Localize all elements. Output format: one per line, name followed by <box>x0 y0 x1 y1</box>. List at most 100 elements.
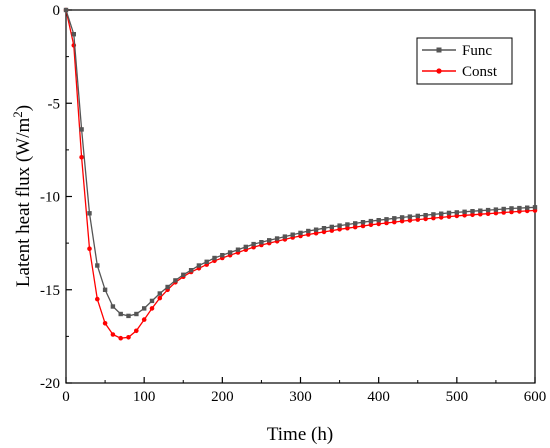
data-point-func <box>337 223 342 228</box>
data-point-func <box>384 217 389 222</box>
data-point-const <box>157 295 163 301</box>
data-point-const <box>462 213 467 218</box>
data-point-func <box>235 247 241 252</box>
data-point-func <box>493 207 499 212</box>
data-point-func <box>102 287 108 292</box>
y-axis-title-main: Latent heat flux (W/m <box>13 118 34 288</box>
data-point-func <box>204 259 209 264</box>
data-point-const <box>149 306 155 311</box>
data-point-func <box>251 241 256 247</box>
data-point-const <box>329 228 335 233</box>
x-tick-label: 500 <box>446 389 469 405</box>
data-point-func <box>509 206 514 211</box>
data-point-const <box>478 211 483 217</box>
legend-box <box>416 37 513 85</box>
data-point-func <box>353 221 358 226</box>
data-point-func <box>227 250 233 255</box>
x-tick-label: 400 <box>367 389 390 405</box>
data-point-func <box>149 298 155 304</box>
data-point-const <box>321 229 327 235</box>
data-point-func <box>157 291 162 296</box>
data-point-func <box>134 311 139 317</box>
data-point-const <box>102 321 108 326</box>
data-point-const <box>345 225 350 231</box>
data-point-func <box>478 208 483 213</box>
data-point-func <box>290 232 295 237</box>
data-point-func <box>267 238 272 243</box>
data-point-func <box>63 7 69 13</box>
data-point-const <box>306 232 311 237</box>
legend-marker-const <box>436 68 442 74</box>
data-point-const <box>438 215 444 220</box>
data-point-func <box>79 127 84 132</box>
data-point-const <box>110 332 116 337</box>
data-point-func <box>439 211 444 216</box>
data-point-const <box>501 210 507 215</box>
data-point-const <box>415 217 421 222</box>
data-point-func <box>110 304 116 309</box>
data-point-const <box>313 230 319 236</box>
data-point-func <box>415 213 420 219</box>
data-point-func <box>274 236 280 241</box>
data-point-const <box>407 218 413 223</box>
legend-marker-func <box>436 47 442 53</box>
series-layer <box>63 7 538 341</box>
data-point-const <box>446 214 452 219</box>
data-point-const <box>352 224 358 230</box>
x-axis-title: Time (h) <box>267 424 333 445</box>
data-point-func <box>329 224 334 230</box>
data-point-func <box>188 268 194 273</box>
data-point-const <box>118 335 123 341</box>
data-point-func <box>431 212 436 217</box>
y-tick-label: -10 <box>40 190 60 206</box>
data-point-const <box>368 222 374 228</box>
x-tick-label: 0 <box>62 389 70 405</box>
y-tick-label: -5 <box>48 96 61 112</box>
data-point-const <box>485 211 491 216</box>
legend: Func Const <box>416 37 513 85</box>
data-point-const <box>454 213 460 219</box>
data-point-const <box>431 215 436 221</box>
data-point-func <box>313 227 319 232</box>
data-point-func <box>368 218 374 224</box>
data-point-const <box>399 218 405 224</box>
data-point-const <box>392 219 397 225</box>
data-point-const <box>95 296 100 302</box>
data-point-func <box>407 214 413 219</box>
data-point-const <box>423 216 428 222</box>
data-point-func <box>517 205 522 211</box>
data-point-const <box>384 220 389 226</box>
y-tick-label: 0 <box>53 3 61 19</box>
data-point-const <box>141 317 147 322</box>
legend-label-const: Const <box>462 64 498 80</box>
data-point-func <box>259 240 264 245</box>
data-point-const <box>376 221 382 227</box>
data-point-func <box>392 216 397 221</box>
y-tick-label: -15 <box>40 283 60 299</box>
y-axis-title-close: ) <box>13 105 34 111</box>
data-point-const <box>360 223 366 229</box>
data-point-func <box>118 311 123 317</box>
data-point-const <box>126 335 131 340</box>
data-point-func <box>142 306 147 311</box>
data-point-func <box>376 218 381 223</box>
data-point-func <box>243 244 248 250</box>
data-point-const <box>470 212 475 218</box>
data-point-func <box>196 263 202 268</box>
data-point-func <box>446 210 452 216</box>
data-point-func <box>501 206 506 212</box>
data-point-func <box>165 284 170 290</box>
data-point-func <box>298 230 303 236</box>
data-point-func <box>71 32 76 37</box>
data-point-func <box>470 209 475 214</box>
data-point-const <box>79 155 84 160</box>
data-point-func <box>173 278 178 283</box>
data-point-func <box>462 209 467 214</box>
y-axis-title: Latent heat flux (W/m2) <box>10 105 34 287</box>
data-point-func <box>532 205 538 210</box>
x-axis: 0 100 200 300 400 500 600 <box>62 377 546 405</box>
data-point-func <box>87 211 92 216</box>
x-tick-label: 100 <box>133 389 156 405</box>
data-point-func <box>360 220 366 225</box>
